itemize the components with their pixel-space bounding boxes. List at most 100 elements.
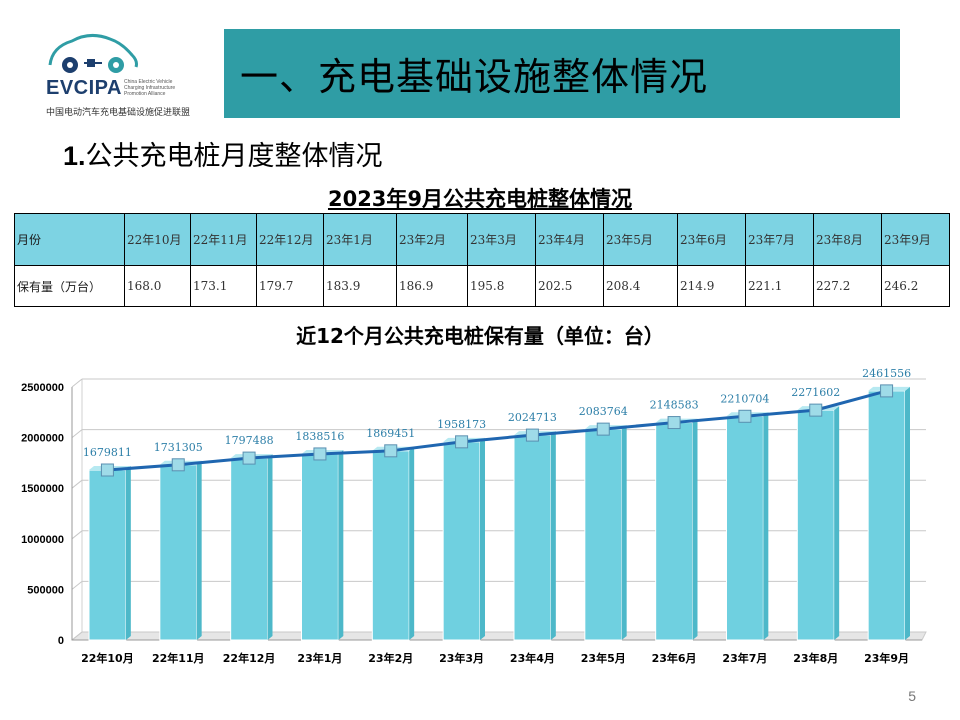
bar bbox=[371, 450, 410, 641]
month-cell: 23年5月 bbox=[603, 213, 678, 266]
gridline-diagonal bbox=[71, 378, 83, 388]
month-cell: 23年4月 bbox=[535, 213, 604, 266]
value-cell: 202.5 bbox=[535, 265, 604, 307]
data-label: 2083764 bbox=[579, 405, 628, 418]
bar-line-chart: 0 500000 1000000 1500000 2000000 2500000 22年10… bbox=[21, 367, 927, 665]
bar bbox=[513, 434, 552, 641]
section-title-text: 公共充电桩月度整体情况 bbox=[85, 141, 383, 172]
bar bbox=[796, 409, 835, 641]
x-tick-label: 22年10月 bbox=[81, 651, 134, 665]
line-point bbox=[242, 451, 256, 465]
data-label: 2024713 bbox=[508, 411, 557, 424]
value-cell: 183.9 bbox=[323, 265, 397, 307]
y-tick-label: 1500000 bbox=[21, 483, 64, 495]
bar bbox=[726, 415, 764, 641]
gridline-diagonal bbox=[71, 530, 83, 540]
bar-side bbox=[338, 449, 344, 640]
x-tick-label: 23年5月 bbox=[581, 651, 626, 665]
page-number: 5 bbox=[908, 688, 916, 704]
month-cell: 23年7月 bbox=[745, 213, 814, 266]
month-cell: 23年8月 bbox=[813, 213, 882, 266]
value-cell: 168.0 bbox=[124, 265, 191, 307]
logo-chinese-name: 中国电动汽车充电基础设施促进联盟 bbox=[46, 108, 191, 118]
section-title: 1.公共充电桩月度整体情况 bbox=[63, 134, 383, 173]
x-tick-label: 22年12月 bbox=[223, 651, 276, 665]
bar bbox=[230, 457, 269, 641]
bar bbox=[442, 441, 481, 641]
y-tick-label: 0 bbox=[58, 635, 64, 647]
bar bbox=[867, 390, 906, 641]
month-cell: 22年12月 bbox=[256, 213, 324, 266]
bar-side bbox=[550, 431, 556, 640]
line-point bbox=[880, 384, 894, 398]
value-cell: 227.2 bbox=[813, 265, 882, 307]
x-tick-label: 23年8月 bbox=[793, 651, 838, 665]
bar-side bbox=[621, 425, 627, 640]
summary-table: 月份 22年10月 22年11月 22年12月 23年1月 23年2月 23年3… bbox=[14, 213, 950, 307]
line-point bbox=[171, 458, 185, 472]
logo-name: EVCIPA bbox=[46, 77, 122, 99]
data-label: 1731305 bbox=[154, 441, 203, 454]
line-point bbox=[809, 403, 823, 417]
month-cell: 22年10月 bbox=[124, 213, 191, 266]
bar-side bbox=[409, 446, 415, 640]
bar-side bbox=[196, 460, 202, 640]
car-plug-icon bbox=[48, 34, 138, 73]
value-cell: 208.4 bbox=[603, 265, 678, 307]
gridline-diagonal bbox=[71, 581, 83, 590]
line-point bbox=[100, 463, 114, 477]
x-tick-label: 23年4月 bbox=[510, 651, 555, 665]
series-line bbox=[107, 389, 887, 472]
month-cell: 22年11月 bbox=[190, 213, 257, 266]
data-label: 1797488 bbox=[225, 434, 274, 447]
value-cell: 186.9 bbox=[396, 265, 468, 307]
data-label: 2210704 bbox=[720, 392, 769, 405]
line-point bbox=[525, 428, 539, 442]
chart-title: 近12个月公共充电桩保有量（单位：台） bbox=[296, 324, 664, 348]
x-tick-label: 23年3月 bbox=[439, 651, 484, 665]
line-point bbox=[667, 416, 681, 430]
bar-side bbox=[267, 454, 273, 640]
bar-side bbox=[692, 418, 698, 640]
month-cell: 23年6月 bbox=[677, 213, 746, 266]
value-cell: 246.2 bbox=[881, 265, 950, 307]
bar-side bbox=[905, 386, 910, 640]
line-point bbox=[384, 444, 398, 458]
table-header-row: 月份 22年10月 22年11月 22年12月 23年1月 23年2月 23年3… bbox=[14, 213, 950, 266]
y-tick-label: 2500000 bbox=[21, 382, 64, 394]
data-label: 2271602 bbox=[791, 386, 840, 399]
month-cell: 23年9月 bbox=[881, 213, 950, 266]
data-label: 2148583 bbox=[650, 399, 699, 412]
x-tick-label: 23年7月 bbox=[722, 651, 767, 665]
line-point bbox=[313, 447, 327, 461]
x-tick-label: 23年2月 bbox=[368, 651, 413, 665]
data-label: 1869451 bbox=[366, 427, 415, 440]
value-cell: 195.8 bbox=[467, 265, 536, 307]
x-tick-label: 23年1月 bbox=[297, 651, 342, 665]
bar bbox=[88, 469, 127, 641]
table-title: 2023年9月公共充电桩整体情况 bbox=[327, 187, 633, 211]
bar bbox=[584, 428, 623, 641]
month-cell: 23年3月 bbox=[467, 213, 536, 266]
gridline-diagonal bbox=[71, 429, 83, 438]
x-tick-label: 23年9月 bbox=[864, 651, 909, 665]
bar bbox=[159, 464, 198, 641]
value-cell: 221.1 bbox=[745, 265, 814, 307]
bar-side bbox=[125, 466, 131, 640]
bar-side bbox=[763, 412, 769, 640]
value-cell: 173.1 bbox=[190, 265, 257, 307]
x-tick-label: 23年6月 bbox=[652, 651, 697, 665]
month-row-label: 月份 bbox=[14, 213, 125, 266]
logo-tagline: China Electric Vehicle Charging Infrastr… bbox=[124, 79, 176, 97]
data-label: 1958173 bbox=[437, 418, 486, 431]
value-cell: 179.7 bbox=[256, 265, 324, 307]
count-row-label: 保有量（万台） bbox=[14, 265, 125, 307]
gridline-diagonal bbox=[71, 631, 83, 641]
data-label: 1838516 bbox=[295, 430, 344, 443]
page-title: 一、充电基础设施整体情况 bbox=[240, 55, 709, 99]
y-tick-label: 500000 bbox=[27, 584, 64, 596]
value-cell: 214.9 bbox=[677, 265, 746, 307]
line-point bbox=[596, 422, 610, 436]
bar-side bbox=[480, 437, 485, 640]
bar bbox=[655, 422, 694, 641]
